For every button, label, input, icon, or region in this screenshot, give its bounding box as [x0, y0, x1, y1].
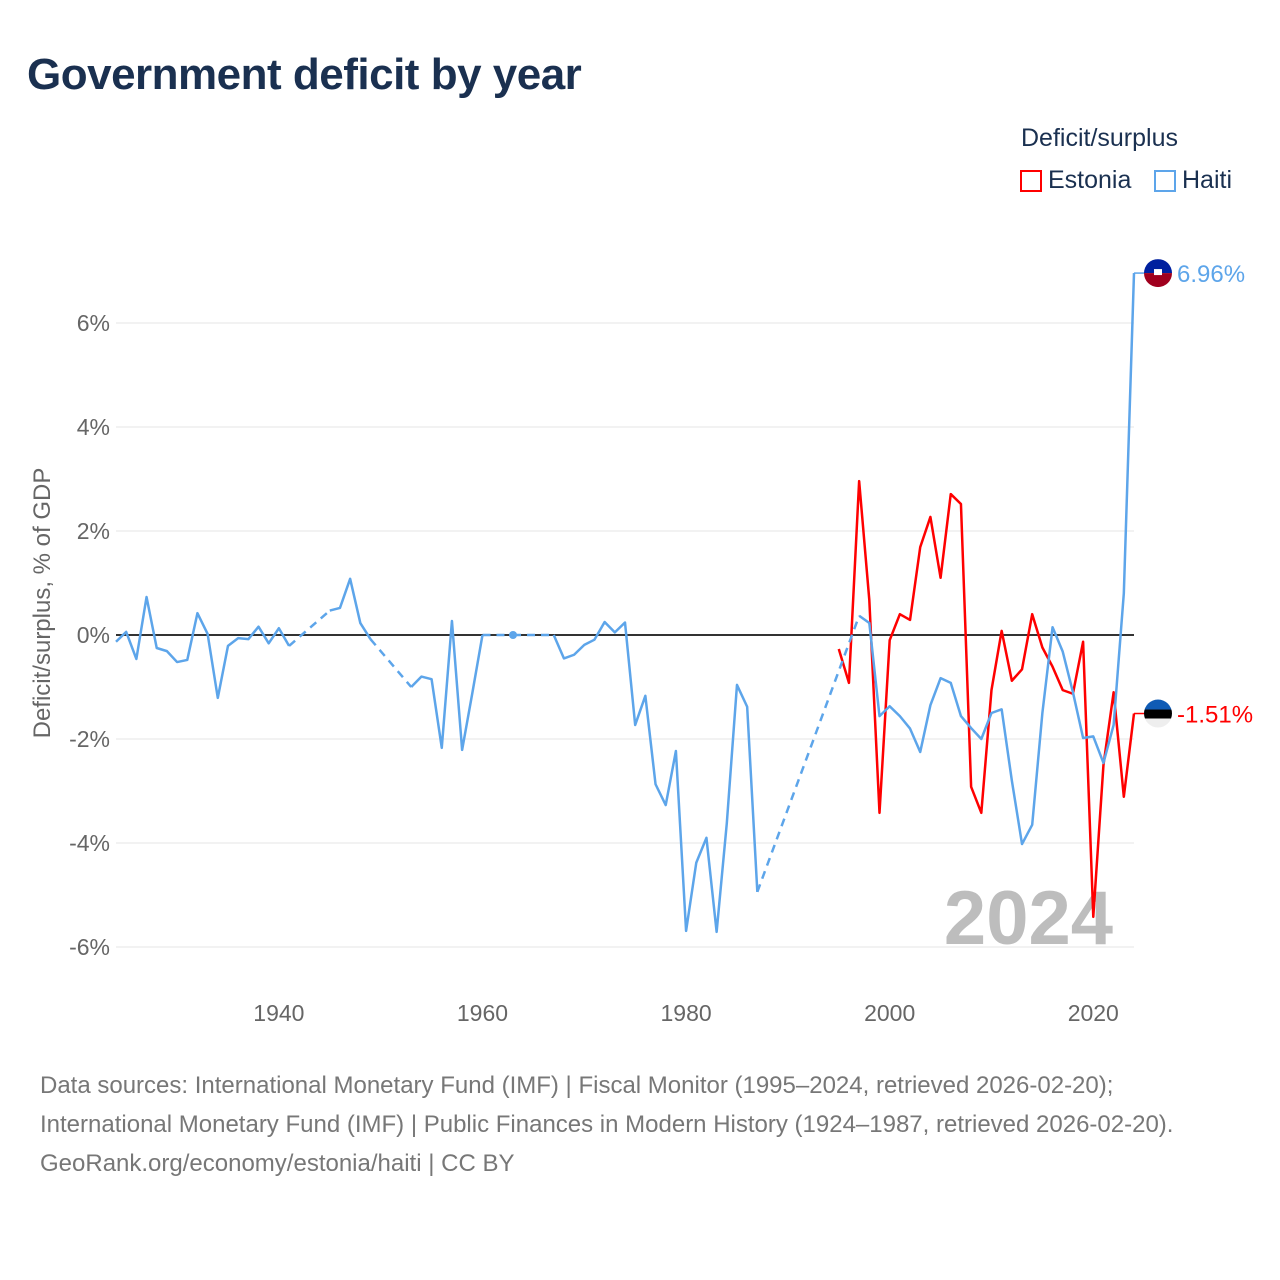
- series-gap-haiti: [288, 609, 331, 647]
- x-tick-label: 1940: [253, 1000, 304, 1026]
- page-title: Government deficit by year: [27, 50, 582, 99]
- legend-label: Haiti: [1182, 166, 1233, 194]
- credit-link[interactable]: GeoRank.org/economy/estonia/haiti | CC B…: [40, 1150, 515, 1177]
- series-line-haiti: [858, 273, 1136, 846]
- legend-item-haiti[interactable]: Haiti: [1154, 166, 1232, 195]
- x-tick-label: 2000: [864, 1000, 915, 1026]
- series-line-haiti: [115, 595, 291, 700]
- legend-label: Estonia: [1048, 166, 1132, 194]
- y-tick-label: -2%: [69, 726, 110, 752]
- x-tick-label: 1980: [660, 1000, 711, 1026]
- data-sources: Data sources: International Monetary Fun…: [40, 1072, 1174, 1138]
- series-line-haiti: [329, 577, 372, 640]
- legend-title: Deficit/surplus: [1021, 124, 1178, 152]
- y-tick-label: 6%: [77, 310, 110, 336]
- legend-swatch-haiti: [1154, 169, 1176, 192]
- y-tick-label: 4%: [77, 414, 110, 440]
- series-line-estonia: [837, 479, 1136, 919]
- x-tick-label: 2020: [1068, 1000, 1119, 1026]
- end-value-label-haiti: 6.96%: [1177, 261, 1245, 288]
- end-value-label-estonia: -1.51%: [1177, 702, 1253, 729]
- series-line-haiti: [552, 620, 759, 934]
- y-tick-label: -6%: [69, 934, 110, 960]
- y-tick-label: 2%: [77, 518, 110, 544]
- year-watermark: 2024: [944, 876, 1113, 961]
- x-tick-label: 1960: [457, 1000, 508, 1026]
- estonia-flag-icon: [1144, 699, 1172, 728]
- legend-swatch-estonia: [1020, 169, 1042, 192]
- footer: Data sources: International Monetary Fun…: [40, 1066, 1240, 1183]
- series-gap-haiti: [369, 638, 413, 688]
- series-line-haiti: [410, 619, 484, 752]
- legend-item-estonia[interactable]: Estonia: [1020, 166, 1131, 195]
- series-gap-haiti: [756, 615, 861, 893]
- y-tick-label: -4%: [69, 830, 110, 856]
- y-tick-label: 0%: [77, 622, 110, 648]
- haiti-flag-icon: [1144, 259, 1172, 288]
- y-axis-label: Deficit/surplus, % of GDP: [29, 468, 56, 739]
